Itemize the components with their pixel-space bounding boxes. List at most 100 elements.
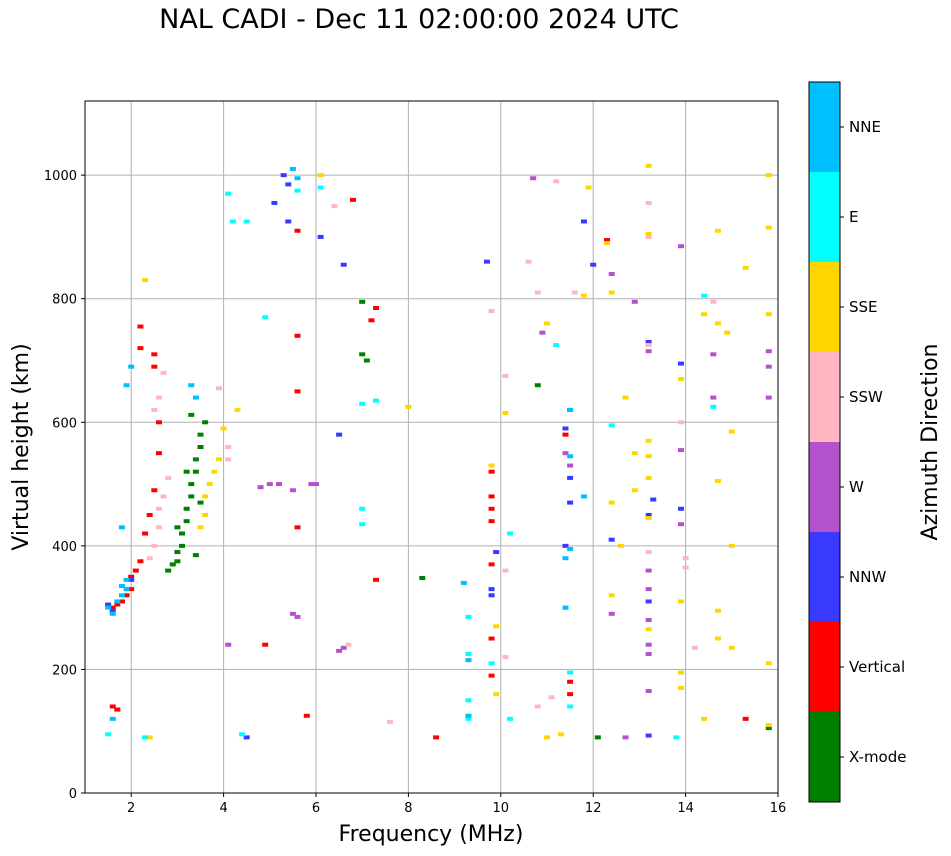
data-point bbox=[488, 506, 495, 511]
data-point bbox=[567, 454, 574, 459]
data-point bbox=[677, 244, 684, 249]
data-point bbox=[128, 577, 135, 582]
data-point bbox=[631, 451, 638, 456]
data-point bbox=[137, 559, 144, 564]
data-point bbox=[488, 593, 495, 598]
data-point bbox=[211, 469, 218, 474]
data-point bbox=[645, 642, 652, 647]
colorbar-segment bbox=[809, 172, 840, 262]
data-point bbox=[645, 454, 652, 459]
data-point bbox=[493, 550, 500, 555]
y-tick-label: 400 bbox=[52, 540, 77, 555]
data-point bbox=[534, 383, 541, 388]
data-point bbox=[677, 377, 684, 382]
data-point bbox=[645, 343, 652, 348]
data-point bbox=[765, 661, 772, 666]
data-point bbox=[765, 723, 772, 728]
y-tick-label: 200 bbox=[52, 663, 77, 678]
data-point bbox=[206, 482, 213, 487]
data-point bbox=[197, 525, 204, 530]
data-point bbox=[192, 457, 199, 462]
y-tick-label: 800 bbox=[52, 293, 77, 308]
data-point bbox=[502, 373, 509, 378]
data-point bbox=[188, 383, 195, 388]
data-point bbox=[289, 611, 296, 616]
data-point bbox=[677, 685, 684, 690]
data-point bbox=[677, 522, 684, 527]
colorbar-segment bbox=[809, 352, 840, 442]
data-point bbox=[585, 185, 592, 190]
data-point bbox=[567, 500, 574, 505]
data-point bbox=[271, 200, 278, 205]
x-tick-label: 16 bbox=[770, 801, 787, 816]
data-point bbox=[710, 299, 717, 304]
data-point bbox=[701, 293, 708, 298]
data-point bbox=[294, 614, 301, 619]
data-point bbox=[359, 506, 366, 511]
data-point bbox=[114, 602, 121, 607]
data-point bbox=[174, 550, 181, 555]
data-point bbox=[179, 543, 186, 548]
data-point bbox=[405, 404, 412, 409]
data-point bbox=[257, 485, 264, 490]
data-point bbox=[146, 556, 153, 561]
data-point bbox=[645, 627, 652, 632]
data-point bbox=[132, 568, 139, 573]
data-point bbox=[604, 238, 611, 243]
grid-lines bbox=[85, 101, 779, 794]
data-point bbox=[142, 531, 149, 536]
data-point bbox=[710, 395, 717, 400]
data-point bbox=[645, 651, 652, 656]
data-point bbox=[137, 324, 144, 329]
data-point bbox=[202, 494, 209, 499]
data-point bbox=[562, 605, 569, 610]
data-point bbox=[710, 352, 717, 357]
data-point bbox=[105, 602, 112, 607]
y-axis-ticks: 0 200 400 600 800 1000 bbox=[44, 169, 85, 802]
data-point bbox=[183, 506, 190, 511]
data-point bbox=[562, 426, 569, 431]
data-point bbox=[488, 636, 495, 641]
data-point bbox=[294, 188, 301, 193]
data-point bbox=[673, 735, 680, 740]
data-point bbox=[266, 482, 273, 487]
data-point bbox=[645, 618, 652, 622]
data-point bbox=[109, 704, 116, 709]
data-point bbox=[608, 593, 615, 598]
data-point bbox=[151, 407, 158, 412]
colorbar-tick-label: NNE bbox=[849, 118, 881, 136]
data-point bbox=[530, 176, 537, 181]
data-point bbox=[151, 364, 158, 369]
colorbar-segment bbox=[809, 712, 840, 802]
data-point bbox=[137, 346, 144, 351]
data-point bbox=[262, 315, 269, 320]
data-point bbox=[714, 228, 721, 233]
data-point bbox=[567, 692, 574, 697]
data-point bbox=[155, 451, 162, 456]
data-point bbox=[608, 272, 615, 276]
x-tick-label: 8 bbox=[404, 801, 412, 816]
data-point bbox=[109, 605, 116, 610]
y-tick-label: 1000 bbox=[44, 169, 77, 184]
data-point bbox=[724, 330, 731, 335]
data-point bbox=[567, 407, 574, 412]
data-point bbox=[336, 432, 343, 437]
data-point bbox=[548, 695, 555, 700]
data-point bbox=[488, 309, 495, 314]
data-point bbox=[229, 219, 236, 224]
colorbar-tick-label: W bbox=[849, 478, 864, 496]
data-point bbox=[728, 645, 735, 650]
data-point bbox=[174, 559, 181, 564]
data-point bbox=[645, 349, 652, 354]
data-point bbox=[571, 290, 578, 295]
data-point bbox=[118, 599, 125, 604]
data-point bbox=[580, 494, 587, 499]
data-point bbox=[765, 726, 772, 731]
colorbar-tick-label: E bbox=[849, 208, 858, 226]
data-point bbox=[488, 463, 495, 468]
data-point bbox=[701, 716, 708, 721]
data-point bbox=[317, 173, 324, 178]
data-point bbox=[465, 713, 472, 718]
data-point bbox=[645, 568, 652, 573]
colorbar-tick-label: SSW bbox=[849, 388, 883, 406]
